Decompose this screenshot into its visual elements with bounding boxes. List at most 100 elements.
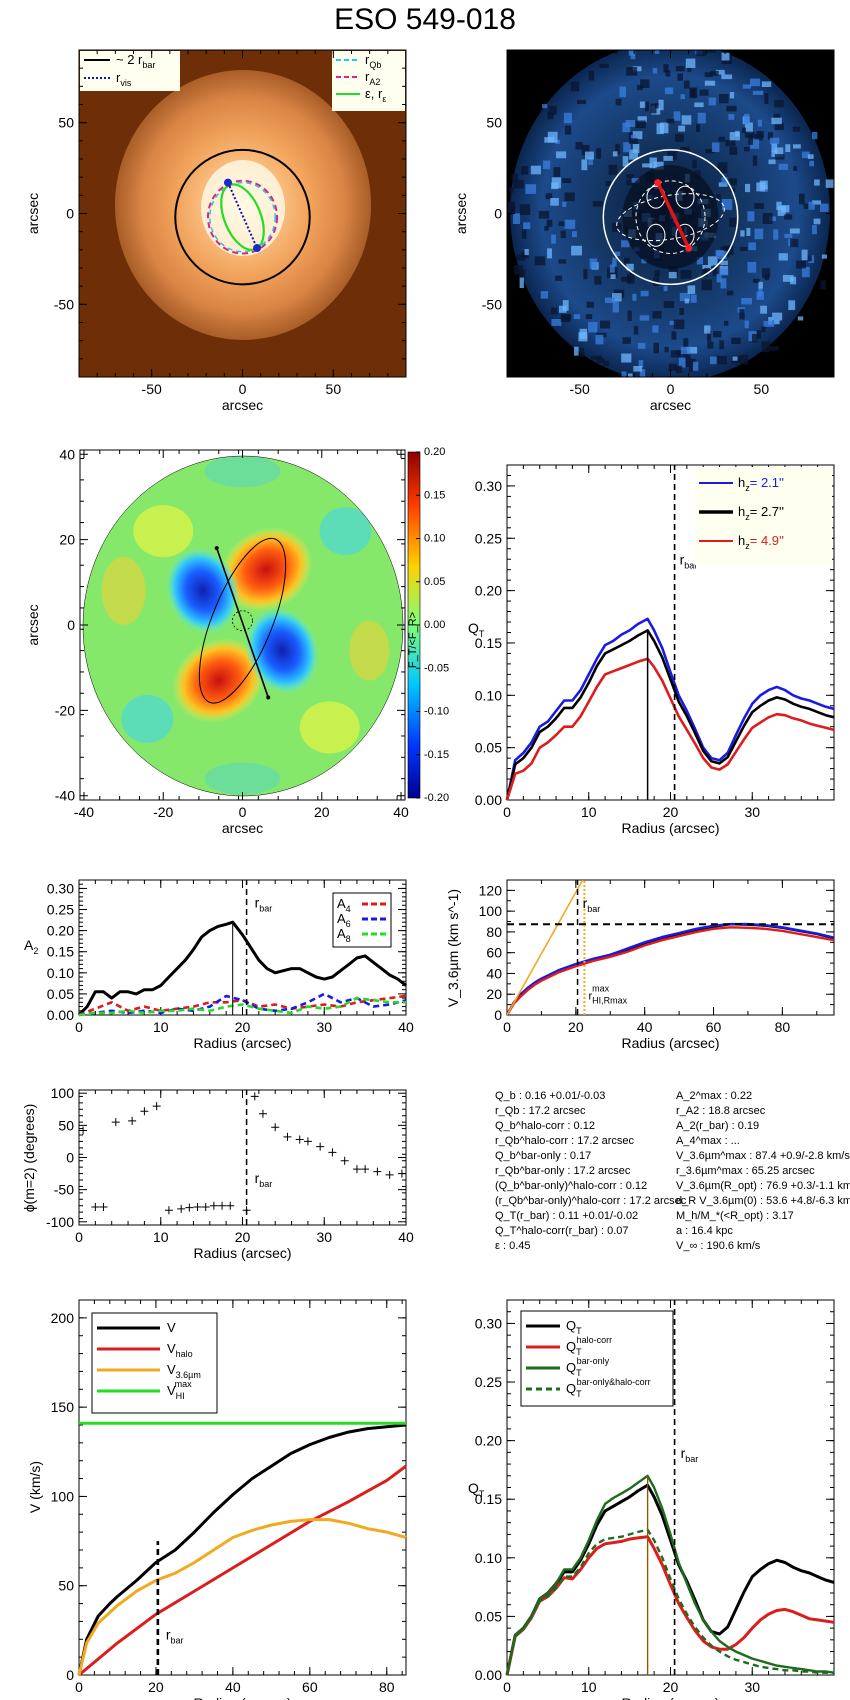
p2-speckle <box>600 320 611 329</box>
p7-data-point <box>164 1206 173 1215</box>
panel-qt: 0 10 20 30 0.00 0.05 0.10 0.15 0.20 0.25 0.30 Radiu… <box>468 464 835 836</box>
p7-xtick-label: 30 <box>316 1229 332 1245</box>
p2-speckle <box>621 371 627 377</box>
p2-speckle <box>774 147 784 158</box>
p2-speckle <box>621 353 632 363</box>
p2-speckle <box>648 379 653 386</box>
p2-speckle <box>697 112 706 124</box>
p2-speckle <box>521 166 529 175</box>
label-main: h <box>738 533 745 548</box>
p2-ylabel: arcsec <box>453 193 469 234</box>
p2-speckle <box>678 357 686 368</box>
p7-data-point <box>185 1203 194 1212</box>
p9-xtick-label: 80 <box>379 1679 395 1695</box>
p2-speckle <box>745 183 751 193</box>
p9-series-line <box>77 1423 407 1676</box>
p2-speckle <box>627 310 632 321</box>
p2-speckle <box>612 293 622 302</box>
label-main: A <box>337 911 346 926</box>
p2-speckle <box>731 337 741 345</box>
p2-speckle <box>710 356 718 365</box>
p2-speckle <box>592 201 603 207</box>
p1-xtick-label: 50 <box>326 381 342 397</box>
p3-lobe-positive <box>172 638 265 723</box>
p2-speckle <box>707 256 718 266</box>
p5-series-line <box>77 920 407 1017</box>
p2-speckle <box>638 360 644 368</box>
p2-speckle <box>707 330 712 342</box>
p2-speckle <box>740 246 748 251</box>
p2-speckle <box>675 42 684 47</box>
p2-bar-end <box>685 244 693 252</box>
p2-speckle <box>748 134 754 145</box>
p7-data-point <box>226 1201 235 1210</box>
label-sub: bar <box>685 1454 698 1464</box>
p10-rbar-label: rbar <box>681 1445 699 1464</box>
p3-bar-end <box>214 546 219 551</box>
p2-speckle <box>626 67 638 76</box>
p2-speckle <box>682 352 691 360</box>
label-sub: halo <box>176 1349 193 1359</box>
p5-xtick-label: 20 <box>235 1019 251 1035</box>
p2-speckle <box>614 251 621 257</box>
p6-ytick-label: 120 <box>479 882 503 898</box>
label-sup: max <box>175 1379 193 1389</box>
label-main: Q <box>566 1381 576 1396</box>
label-rest: = 2.7'' <box>750 504 784 519</box>
label-main: Q <box>566 1318 576 1333</box>
p3-tint <box>319 507 372 556</box>
p2-speckle <box>671 331 677 340</box>
label-main: A <box>337 896 346 911</box>
p3-tint <box>121 694 174 743</box>
p2-speckle <box>612 257 617 267</box>
p2-speckle <box>597 357 605 363</box>
p2-ytick-label: 50 <box>486 115 502 131</box>
p2-speckle <box>722 199 733 210</box>
p2-speckle <box>640 79 650 89</box>
p2-speckle <box>612 222 622 232</box>
p2-speckle <box>721 52 730 61</box>
p7-data-point <box>177 1204 186 1213</box>
label-sub: bar <box>259 1179 272 1189</box>
label-sup: halo-corr <box>577 1335 613 1345</box>
p7-data-point <box>99 1203 108 1211</box>
p3-xtick-label: -40 <box>74 804 94 820</box>
p3-xtick-label: -20 <box>153 804 173 820</box>
p5-ytick-label: 0.10 <box>47 965 74 981</box>
p2-speckle <box>744 122 753 134</box>
p2-speckle <box>722 262 728 269</box>
p7-xtick-label: 0 <box>75 1229 83 1245</box>
p2-speckle <box>807 255 812 262</box>
p2-speckle <box>793 166 798 171</box>
p1-ra2-ellipse <box>206 179 279 255</box>
p2-speckle <box>773 229 779 240</box>
p9-xtick-label: 0 <box>75 1679 83 1695</box>
p2-speckle <box>696 50 706 57</box>
p9-series-line <box>78 1464 407 1677</box>
p8-param-right: A_2^max : 0.22 <box>676 1090 752 1102</box>
label-main: r <box>255 894 260 910</box>
p4-ytick-label: 0.05 <box>475 740 502 756</box>
p4-xtick-label: 20 <box>663 804 679 820</box>
label-sub: HI,Rmax <box>592 995 628 1005</box>
p5-series-line <box>78 994 407 1017</box>
p8-param-left: Q_b : 0.16 +0.01/-0.03 <box>495 1090 605 1102</box>
label-main: r <box>365 52 370 67</box>
p2-speckle <box>785 144 791 153</box>
p2-speckle <box>562 201 567 207</box>
p2-speckle <box>754 228 764 240</box>
p1-ytick-label: 0 <box>66 206 74 222</box>
p2-speckle <box>652 67 658 74</box>
p2-speckle <box>628 373 633 377</box>
p2-speckle <box>812 225 817 235</box>
p6-frame <box>506 879 835 1016</box>
p2-speckle <box>685 58 696 69</box>
p2-speckle <box>812 200 821 205</box>
p2-speckle <box>609 264 615 273</box>
label-sup: bar-only&halo-corr <box>577 1377 651 1387</box>
p7-data-point <box>328 1148 337 1157</box>
p2-speckle <box>519 204 531 215</box>
p2-speckle <box>630 134 637 140</box>
p2-bar-end <box>654 179 662 187</box>
p2-speckle <box>530 165 541 175</box>
